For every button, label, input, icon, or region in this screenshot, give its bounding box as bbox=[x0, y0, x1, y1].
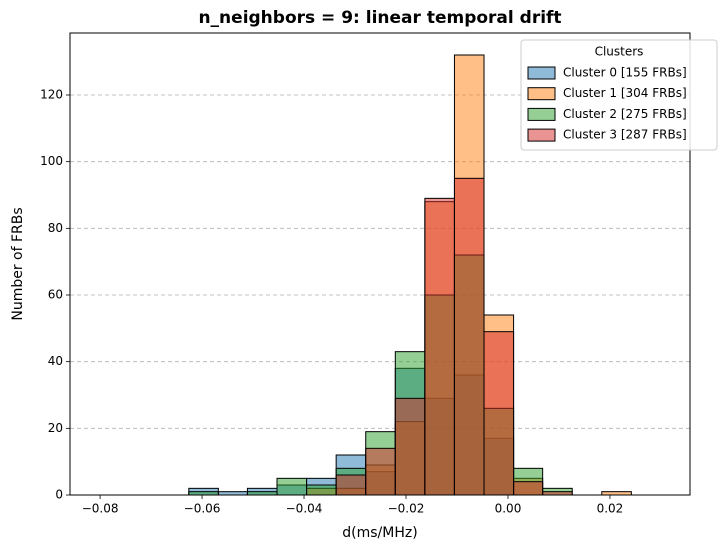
bar bbox=[424, 197, 455, 496]
legend-box bbox=[520, 39, 718, 151]
bar bbox=[394, 397, 426, 496]
bar bbox=[306, 484, 337, 496]
bar bbox=[335, 474, 367, 496]
bar bbox=[276, 477, 308, 496]
legend-label: Cluster 0 [155 FRBs] bbox=[563, 66, 687, 80]
bar bbox=[365, 447, 396, 496]
bar bbox=[513, 481, 544, 496]
y-tick-label: 120 bbox=[40, 88, 63, 102]
y-tick-label: 80 bbox=[48, 221, 63, 235]
legend: Clusters Cluster 0 [155 FRBs] Cluster 1 [3… bbox=[520, 39, 718, 151]
legend-swatch bbox=[527, 107, 556, 121]
x-tick-label: −0.04 bbox=[286, 502, 323, 516]
legend-title: Clusters bbox=[595, 45, 644, 59]
x-tick-label: 0.00 bbox=[495, 502, 522, 516]
legend-swatch bbox=[527, 128, 556, 142]
chart-title: n_neighbors = 9: linear temporal drift bbox=[198, 8, 561, 28]
legend-label: Cluster 1 [304 FRBs] bbox=[563, 86, 687, 100]
legend-label: Cluster 3 [287 FRBs] bbox=[563, 128, 687, 142]
y-tick-label: 60 bbox=[48, 288, 63, 302]
plot-frame bbox=[69, 32, 691, 496]
x-tick-label: 0.02 bbox=[597, 502, 624, 516]
y-tick-label: 0 bbox=[55, 488, 63, 502]
y-tick-label: 20 bbox=[48, 421, 63, 435]
x-tick-label: −0.06 bbox=[184, 502, 221, 516]
legend-label: Cluster 2 [275 FRBs] bbox=[563, 107, 687, 121]
legend-swatch bbox=[527, 66, 556, 80]
x-tick-label: −0.02 bbox=[388, 502, 425, 516]
bar bbox=[483, 331, 515, 496]
y-axis-label: Number of FRBs bbox=[10, 207, 26, 320]
legend-swatch bbox=[527, 87, 556, 101]
bar bbox=[453, 177, 485, 496]
y-tick-label: 40 bbox=[48, 354, 63, 368]
y-tick-label: 100 bbox=[40, 154, 63, 168]
x-tick-label: −0.08 bbox=[82, 502, 119, 516]
x-axis-label: d(ms/MHz) bbox=[342, 525, 417, 541]
